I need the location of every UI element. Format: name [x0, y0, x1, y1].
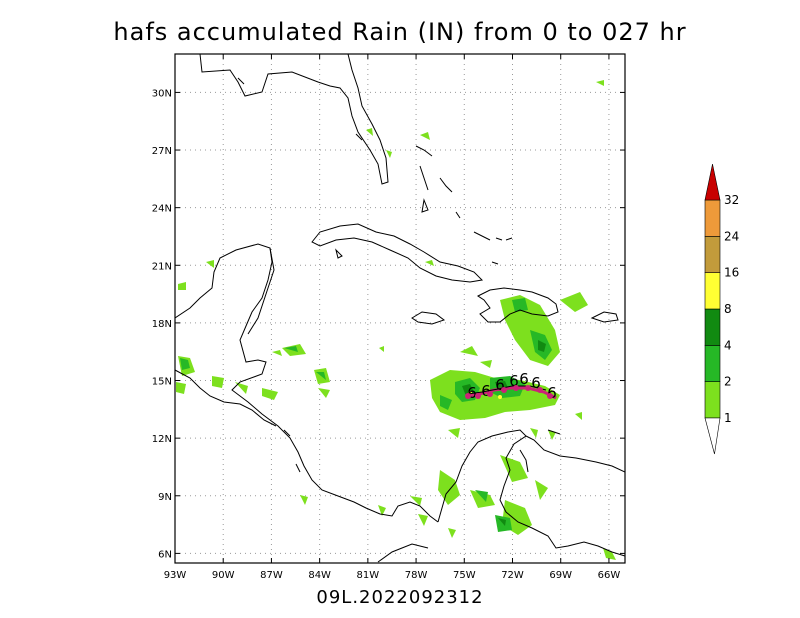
colorbar-label: 32	[724, 193, 739, 207]
storm-track-symbol: 6	[519, 370, 529, 388]
x-axis: 93W 90W 87W 84W 81W 78W 75W 72W 69W 66W	[164, 54, 621, 581]
storm-track-symbol: 6	[495, 376, 505, 394]
colorbar-box	[704, 308, 721, 346]
plot-frame	[174, 53, 626, 564]
colorbar-label: 1	[724, 411, 732, 425]
storm-track-point	[537, 387, 543, 393]
x-tick-label: 81W	[357, 570, 380, 581]
y-tick-label: 18N	[152, 319, 172, 330]
y-tick-label: 30N	[152, 88, 172, 99]
x-tick-label: 78W	[405, 570, 428, 581]
y-tick-label: 6N	[158, 549, 172, 560]
storm-track-point	[547, 393, 553, 399]
y-tick-label: 15N	[152, 377, 172, 388]
x-tick-label: 75W	[453, 570, 476, 581]
storm-track-symbol: 6	[481, 382, 491, 400]
storm-track-point	[525, 385, 531, 391]
x-tick-label: 69W	[549, 570, 572, 581]
y-tick-label: 24N	[152, 204, 172, 215]
colorbar-box	[704, 199, 721, 237]
colorbar-label: 16	[724, 266, 739, 280]
map-grid	[175, 54, 625, 563]
x-tick-label: 93W	[164, 570, 187, 581]
colorbar-label: 4	[724, 338, 732, 352]
storm-track-symbol: 6	[547, 384, 557, 402]
y-axis: 6N 9N 12N 15N 18N 21N 24N 27N 30N	[152, 88, 625, 560]
colorbar-label: 24	[724, 229, 739, 243]
colorbar-box	[704, 272, 721, 310]
chart-title: hafs accumulated Rain (IN) from 0 to 027…	[113, 18, 687, 46]
x-tick-label: 66W	[598, 570, 621, 581]
storm-track-point	[513, 385, 519, 391]
storm-track-point	[465, 393, 471, 399]
colorbar-box	[704, 381, 721, 419]
colorbar-box	[704, 345, 721, 382]
run-identifier: 09L.2022092312	[316, 587, 484, 608]
x-tick-label: 72W	[501, 570, 524, 581]
y-tick-label: 9N	[158, 492, 172, 503]
x-tick-label: 84W	[308, 570, 331, 581]
y-tick-label: 27N	[152, 146, 172, 157]
colorbar-bottom-arrow	[704, 417, 721, 455]
storm-track-point	[501, 387, 507, 393]
x-tick-label: 90W	[212, 570, 235, 581]
y-tick-label: 12N	[152, 434, 172, 445]
colorbar-box	[704, 236, 721, 273]
colorbar-label: 8	[724, 302, 732, 316]
storm-track: 6 6 6 6 6 66	[465, 370, 557, 402]
storm-track-point	[475, 393, 481, 399]
y-tick-label: 21N	[152, 261, 172, 272]
colorbar-top-arrow	[704, 163, 721, 201]
colorbar-label: 2	[724, 375, 732, 389]
coastlines	[175, 54, 625, 563]
storm-track-symbol: 6	[509, 372, 519, 390]
x-tick-label: 87W	[260, 570, 283, 581]
storm-track-symbol: 6	[467, 384, 477, 402]
storm-track-point	[487, 391, 493, 397]
storm-track-symbol: 6	[531, 374, 541, 392]
